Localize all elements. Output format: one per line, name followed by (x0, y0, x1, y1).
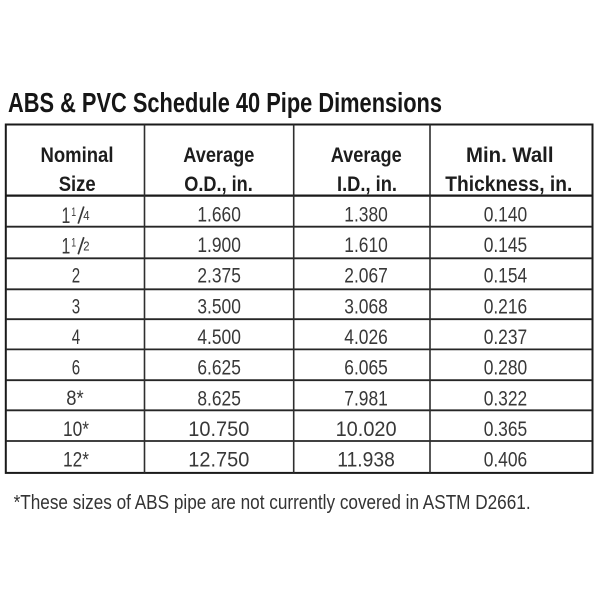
svg-text:10*: 10* (63, 417, 89, 441)
svg-text:0.322: 0.322 (484, 386, 528, 410)
svg-text:0.237: 0.237 (484, 325, 528, 349)
svg-text:Average: Average (331, 143, 402, 167)
svg-text:1: 1 (71, 205, 76, 219)
svg-text:2.067: 2.067 (344, 264, 388, 288)
svg-text:1.900: 1.900 (197, 233, 241, 257)
svg-text:8*: 8* (66, 386, 83, 410)
svg-text:6: 6 (72, 356, 80, 380)
svg-text:0.406: 0.406 (484, 448, 528, 472)
svg-text:1.380: 1.380 (344, 202, 388, 226)
svg-text:0.140: 0.140 (484, 202, 528, 226)
svg-text:11.938: 11.938 (337, 448, 395, 472)
svg-text:6.625: 6.625 (197, 356, 241, 380)
svg-text:Thickness, in.: Thickness, in. (445, 172, 572, 196)
svg-text:Average: Average (183, 143, 254, 167)
svg-text:7.981: 7.981 (344, 386, 388, 410)
svg-text:Size: Size (59, 172, 96, 196)
svg-text:6.065: 6.065 (344, 356, 388, 380)
svg-text:2: 2 (72, 264, 80, 288)
svg-text:12.750: 12.750 (188, 448, 249, 472)
svg-text:12*: 12* (63, 448, 89, 472)
svg-text:I.D., in.: I.D., in. (337, 172, 397, 196)
svg-text:3: 3 (72, 294, 80, 318)
svg-text:8.625: 8.625 (197, 386, 241, 410)
svg-text:1: 1 (71, 236, 76, 250)
svg-text:0.280: 0.280 (484, 356, 528, 380)
svg-text:4: 4 (83, 208, 89, 223)
svg-text:2.375: 2.375 (197, 264, 241, 288)
svg-text:1: 1 (62, 203, 71, 228)
svg-text:1: 1 (62, 234, 71, 259)
svg-text:1.610: 1.610 (344, 233, 388, 257)
svg-text:4.026: 4.026 (344, 325, 388, 349)
svg-text:Min. Wall: Min. Wall (466, 143, 554, 167)
svg-text:2: 2 (83, 239, 89, 254)
svg-text:0.145: 0.145 (484, 233, 528, 257)
svg-text:3.500: 3.500 (197, 294, 241, 318)
svg-text:4.500: 4.500 (197, 325, 241, 349)
svg-text:4: 4 (72, 325, 80, 349)
svg-text:O.D., in.: O.D., in. (184, 172, 253, 196)
svg-text:Nominal: Nominal (41, 143, 114, 167)
svg-text:10.020: 10.020 (336, 417, 397, 441)
svg-text:ABS & PVC Schedule 40 Pipe Dim: ABS & PVC Schedule 40 Pipe Dimensions (8, 87, 442, 118)
svg-text:0.154: 0.154 (484, 264, 528, 288)
svg-text:1.660: 1.660 (197, 202, 241, 226)
svg-text:3.068: 3.068 (344, 294, 388, 318)
svg-text:0.365: 0.365 (484, 417, 528, 441)
svg-text:0.216: 0.216 (484, 294, 528, 318)
svg-text:10.750: 10.750 (188, 417, 249, 441)
svg-text:*These sizes of ABS pipe are n: *These sizes of ABS pipe are not current… (14, 492, 531, 514)
